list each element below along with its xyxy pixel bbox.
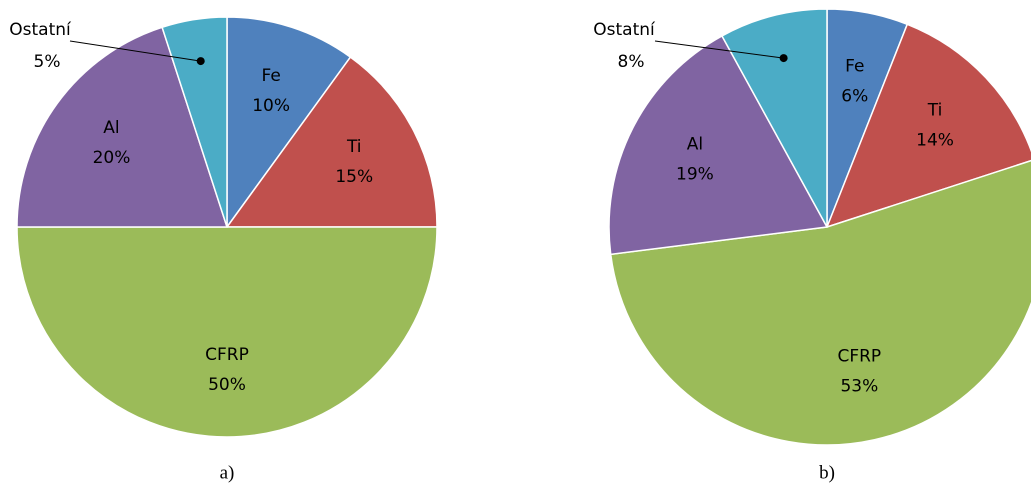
slice-label: Al [687,135,703,155]
pie-slice [720,8,828,228]
caption: a) [220,462,235,483]
slice-value-label: 10% [252,96,290,116]
slice-value-label: 20% [93,148,131,168]
slice-value-label: 5% [34,52,61,72]
leader-dot [196,57,205,66]
pie-slice [609,159,1031,446]
slice-label: Ostatní [9,20,72,40]
slice-label: Fe [845,56,864,76]
slice-label: CFRP [837,347,881,367]
pie-slice [226,16,352,230]
slice-value-label: 15% [335,167,373,187]
pie-slice [608,34,829,256]
slice-label: Al [103,118,119,138]
slice-label: Ti [346,137,362,157]
leader-line [654,40,784,59]
slice-label: Ti [927,101,943,121]
slice-value-label: 14% [916,131,954,151]
slice-value-label: 6% [841,86,868,106]
slice-label: Fe [261,66,280,86]
leader-line [69,40,201,62]
slice-label: Ostatní [593,20,656,40]
pie-slice [225,56,438,228]
slice-value-label: 19% [676,165,714,185]
slice-value-label: 53% [840,377,878,397]
slice-value-label: 8% [618,52,645,72]
pie-slice [16,26,229,228]
caption: b) [819,462,835,483]
leader-dot [779,54,788,63]
slice-value-label: 50% [208,375,246,395]
slice-label: CFRP [205,345,249,365]
pie-slice [825,23,1031,229]
pie-slice [16,226,438,438]
pie-slice [161,16,228,228]
